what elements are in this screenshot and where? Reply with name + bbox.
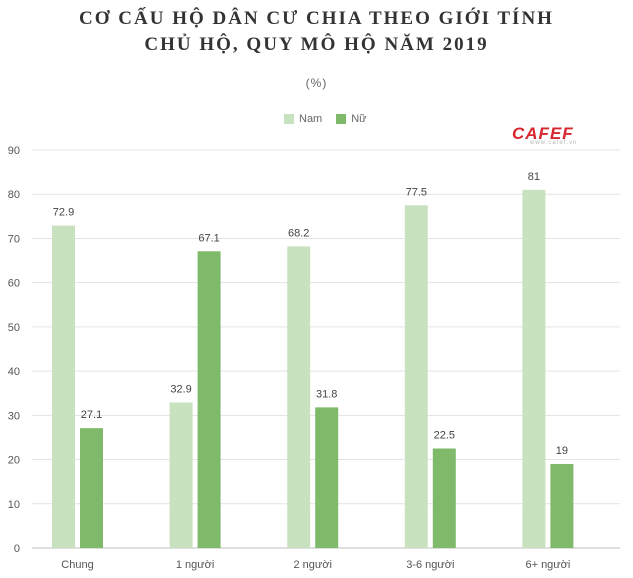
chart-title-line1: CƠ CẤU HỘ DÂN CƯ CHIA THEO GIỚI TÍNH bbox=[79, 8, 554, 29]
x-tick-label: 2 người bbox=[293, 559, 331, 571]
bar-nam-2 bbox=[287, 246, 311, 548]
legend-item-nu: Nữ bbox=[336, 113, 367, 125]
data-label: 19 bbox=[556, 445, 568, 457]
chart-title-line2: CHỦ HỘ, QUY MÔ HỘ NĂM 2019 bbox=[144, 34, 489, 55]
legend-item-nam: Nam bbox=[284, 113, 322, 125]
cafef-logo-subtext: www.cafef.vn bbox=[530, 140, 578, 146]
data-label: 77.5 bbox=[406, 186, 427, 198]
y-tick-label: 70 bbox=[8, 233, 20, 245]
legend-label-nam: Nam bbox=[299, 113, 323, 125]
y-tick-label: 80 bbox=[8, 189, 20, 201]
data-label: 81 bbox=[528, 171, 540, 183]
y-tick-label: 10 bbox=[8, 499, 20, 511]
data-label: 22.5 bbox=[434, 430, 455, 442]
bar-nam-0 bbox=[52, 225, 75, 548]
bar-nu-3 bbox=[432, 448, 456, 548]
legend: Nam Nữ bbox=[284, 113, 381, 125]
y-tick-label: 20 bbox=[8, 455, 20, 467]
legend-swatch-nam bbox=[284, 114, 294, 124]
legend-label-nu: Nữ bbox=[351, 113, 367, 125]
x-tick-label: Chung bbox=[61, 559, 93, 571]
y-tick-label: 60 bbox=[8, 278, 20, 290]
bar-nu-0 bbox=[80, 428, 103, 548]
bar-nam-4 bbox=[522, 189, 546, 549]
data-label: 32.9 bbox=[170, 384, 191, 396]
y-tick-label: 90 bbox=[8, 145, 20, 157]
unit-label: (%) bbox=[305, 76, 328, 90]
data-label: 31.8 bbox=[316, 388, 337, 400]
legend-swatch-nu bbox=[336, 114, 347, 124]
data-label: 27.1 bbox=[81, 409, 102, 421]
data-label: 68.2 bbox=[288, 227, 309, 239]
y-tick-label: 0 bbox=[14, 543, 20, 555]
x-tick-label: 3-6 người bbox=[406, 559, 454, 571]
bar-nam-1 bbox=[169, 402, 193, 548]
data-label: 67.1 bbox=[198, 232, 219, 244]
bar-nu-1 bbox=[197, 251, 221, 548]
bar-nam-3 bbox=[404, 205, 428, 548]
y-tick-label: 40 bbox=[8, 366, 20, 378]
bar-nu-2 bbox=[315, 407, 339, 548]
x-tick-label: 6+ người bbox=[525, 559, 570, 571]
bar-nu-4 bbox=[550, 463, 574, 548]
data-label: 72.9 bbox=[53, 207, 74, 219]
cafef-logo: CAFEF bbox=[512, 124, 574, 143]
y-tick-label: 30 bbox=[8, 410, 20, 422]
x-tick-label: 1 người bbox=[176, 559, 214, 571]
y-tick-label: 50 bbox=[8, 322, 20, 334]
